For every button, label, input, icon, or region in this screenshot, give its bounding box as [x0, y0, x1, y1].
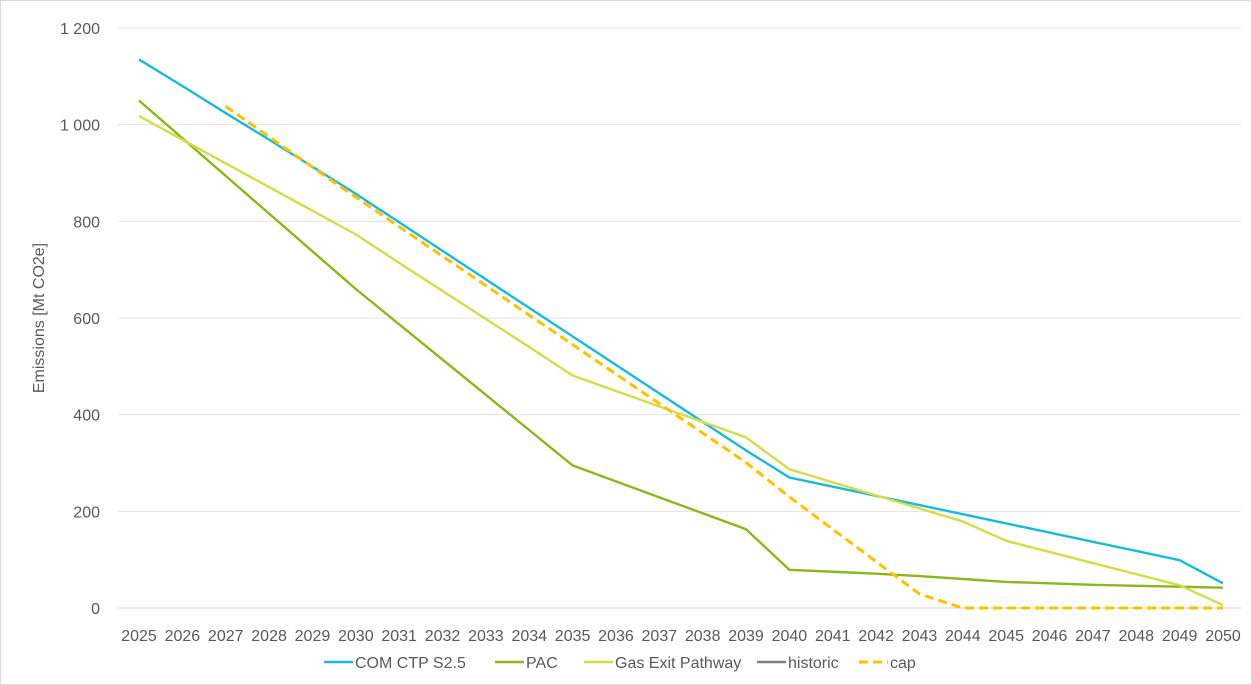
- x-tick-label: 2029: [295, 628, 331, 645]
- x-tick-label: 2027: [208, 628, 244, 645]
- x-tick-label: 2036: [598, 628, 634, 645]
- x-tick-label: 2025: [121, 628, 157, 645]
- x-tick-label: 2026: [165, 628, 201, 645]
- legend: COM CTP S2.5 PAC Gas Exit Pathway historic c…: [324, 655, 916, 672]
- x-tick-label: 2039: [728, 628, 764, 645]
- x-tick-label: 2047: [1075, 628, 1111, 645]
- legend-label-2: Gas Exit Pathway: [615, 655, 741, 672]
- x-tick-label: 2035: [555, 628, 591, 645]
- x-tick-label: 2045: [988, 628, 1024, 645]
- x-tick-label: 2050: [1205, 628, 1241, 645]
- legend-label-0: COM CTP S2.5: [355, 655, 466, 672]
- y-axis-title: Emissions [Mt CO2e]: [31, 243, 48, 393]
- series-lines: [138, 58, 1224, 610]
- y-tick-label: 200: [73, 504, 100, 521]
- y-tick-label: 1 000: [60, 118, 100, 135]
- gridlines: [118, 27, 1241, 512]
- x-tick-label: 2049: [1162, 628, 1198, 645]
- x-tick-label: 2037: [642, 628, 678, 645]
- legend-label-3: historic: [788, 655, 839, 672]
- x-tick-label: 2040: [772, 628, 808, 645]
- x-tick-label: 2028: [251, 628, 287, 645]
- x-tick-label: 2038: [685, 628, 721, 645]
- y-tick-label: 600: [73, 311, 100, 328]
- y-tick-label: 1 200: [60, 21, 100, 38]
- series-line-4: [224, 105, 1223, 610]
- x-tick-label: 2044: [945, 628, 981, 645]
- x-tick-label: 2033: [468, 628, 504, 645]
- y-tick-label: 0: [91, 601, 100, 618]
- legend-label-1: PAC: [526, 655, 558, 672]
- x-tick-label: 2043: [902, 628, 938, 645]
- y-tick-label: 400: [73, 408, 100, 425]
- x-tick-label: 2031: [381, 628, 417, 645]
- x-tick-label: 2041: [815, 628, 851, 645]
- x-tick-label: 2046: [1032, 628, 1068, 645]
- axes: 0 200 400 600 800 1 000 1 200 2025 2026 2027 2028 2…: [60, 21, 1241, 645]
- x-tick-label: 2030: [338, 628, 374, 645]
- x-tick-label: 2032: [425, 628, 461, 645]
- y-tick-label: 800: [73, 214, 100, 231]
- x-tick-label: 2034: [511, 628, 547, 645]
- series-line-1: [138, 99, 1224, 589]
- legend-label-4: cap: [890, 655, 916, 672]
- x-tick-label: 2042: [858, 628, 894, 645]
- series-line-2: [138, 114, 1224, 607]
- x-tick-label: 2048: [1118, 628, 1154, 645]
